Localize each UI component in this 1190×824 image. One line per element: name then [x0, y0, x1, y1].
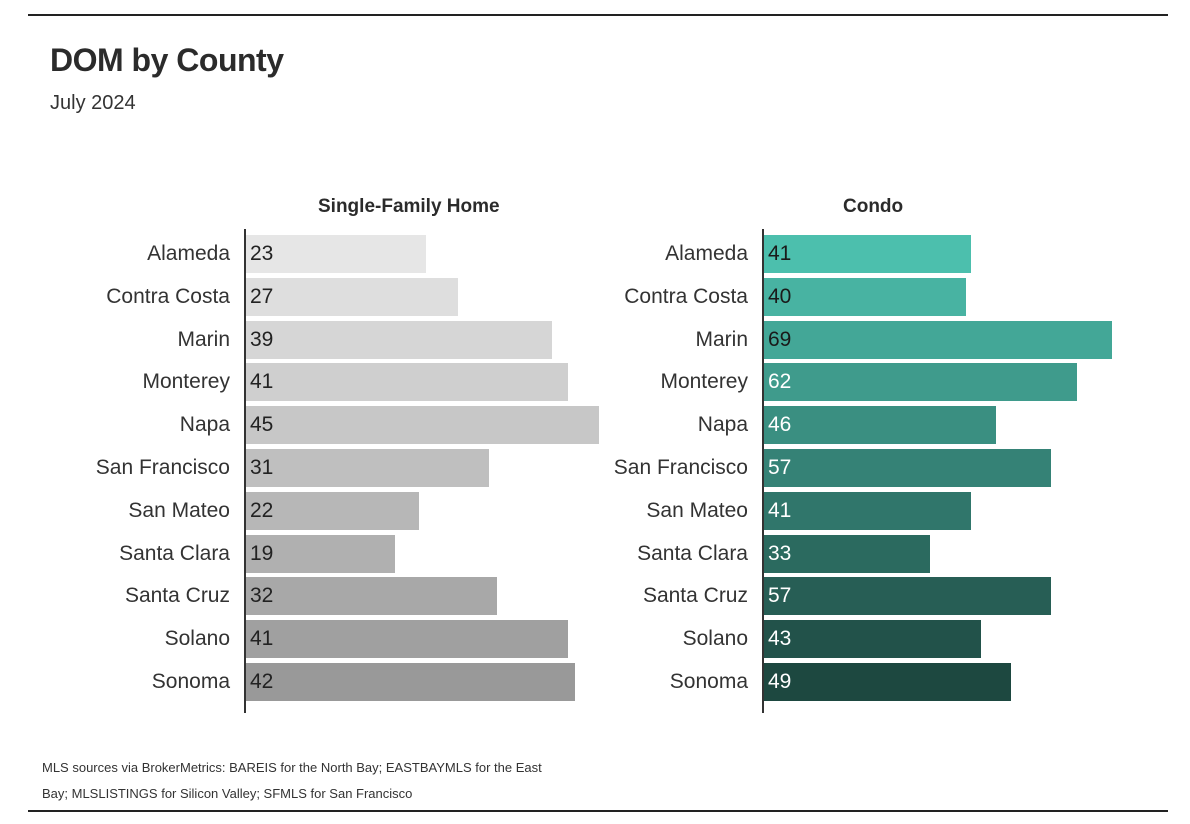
single-family-home-value-san-francisco: 31 — [250, 456, 274, 479]
condo-bar-san-mateo — [764, 491, 971, 530]
condo-bar-santa-clara — [764, 534, 931, 573]
condo-label-santa-clara: Santa Clara — [637, 541, 748, 565]
single-family-home-value-napa: 45 — [250, 413, 274, 437]
single-family-home-value-sonoma: 42 — [250, 670, 274, 693]
condo-bar-napa — [764, 406, 996, 445]
condo-label-alameda: Alameda — [665, 242, 748, 265]
chart-title: DOM by County — [50, 42, 284, 78]
single-family-home-value-marin: 39 — [250, 327, 274, 351]
single-family-home-bar-marin — [246, 320, 552, 359]
condo-bar-contra-costa — [764, 277, 966, 316]
single-family-home-value-contra-costa: 27 — [250, 284, 274, 308]
single-family-home-value-alameda: 23 — [250, 242, 274, 265]
condo-value-sonoma: 49 — [768, 670, 792, 693]
condo-label-san-francisco: San Francisco — [613, 456, 748, 479]
single-family-home-label-alameda: Alameda — [147, 242, 230, 265]
single-family-home-label-santa-cruz: Santa Cruz — [124, 584, 230, 608]
condo-value-solano: 43 — [768, 627, 792, 651]
single-family-home-value-san-mateo: 22 — [250, 498, 274, 522]
bottom-rule — [28, 810, 1168, 812]
single-family-home-bar-alameda — [246, 235, 427, 273]
single-family-home-label-san-francisco: San Francisco — [95, 456, 230, 479]
condo-value-monterey: 62 — [768, 370, 792, 394]
condo-bar-sonoma — [764, 663, 1012, 701]
single-family-home-label-solano: Solano — [164, 627, 230, 651]
single-family-home-bar-santa-cruz — [246, 577, 498, 616]
single-family-home-label-contra-costa: Contra Costa — [106, 284, 230, 308]
condo-bar-alameda — [764, 235, 971, 273]
condo-label-marin: Marin — [695, 327, 748, 351]
single-family-home-label-monterey: Monterey — [142, 370, 230, 394]
single-family-home-bar-contra-costa — [246, 277, 458, 316]
condo-bar-monterey — [764, 363, 1077, 402]
single-family-home-bar-san-mateo — [246, 491, 419, 530]
condo-value-marin: 69 — [768, 327, 792, 351]
single-family-home-label-santa-clara: Santa Clara — [119, 541, 230, 565]
condo-value-san-francisco: 57 — [768, 456, 792, 479]
chart-subtitle: July 2024 — [50, 92, 136, 114]
single-family-home-label-napa: Napa — [179, 413, 230, 437]
condo-heading: Condo — [843, 196, 904, 217]
single-family-home-bar-monterey — [246, 363, 568, 402]
single-family-home-label-sonoma: Sonoma — [151, 670, 230, 693]
source-note: MLS sources via BrokerMetrics: BAREIS fo… — [42, 760, 542, 801]
condo-value-santa-cruz: 57 — [768, 584, 792, 608]
condo-value-napa: 46 — [768, 413, 792, 437]
single-family-home-value-santa-cruz: 32 — [250, 584, 274, 608]
condo-label-monterey: Monterey — [660, 370, 748, 394]
condo-value-alameda: 41 — [768, 242, 792, 265]
single-family-home-label-san-mateo: San Mateo — [128, 498, 230, 522]
condo-value-san-mateo: 41 — [768, 498, 792, 522]
single-family-home-value-monterey: 41 — [250, 370, 274, 394]
single-family-home-value-solano: 41 — [250, 627, 274, 651]
condo-label-contra-costa: Contra Costa — [624, 284, 748, 308]
single-family-home-label-marin: Marin — [177, 327, 230, 351]
single-family-home-bar-napa — [246, 406, 599, 445]
condo-label-san-mateo: San Mateo — [646, 498, 748, 522]
single-family-home-value-santa-clara: 19 — [250, 541, 274, 565]
single-family-home-bar-san-francisco — [246, 449, 490, 487]
single-family-home-bar-sonoma — [246, 663, 576, 701]
single-family-home-bar-santa-clara — [246, 534, 396, 573]
condo-label-napa: Napa — [697, 413, 748, 437]
condo-bar-santa-cruz — [764, 577, 1052, 616]
condo-bar-san-francisco — [764, 449, 1052, 487]
condo-axis — [762, 229, 764, 713]
condo-value-contra-costa: 40 — [768, 284, 792, 308]
single-family-home-heading: Single-Family Home — [318, 196, 500, 217]
single-family-home-bar-solano — [246, 620, 568, 659]
condo-bar-solano — [764, 620, 981, 659]
condo-label-sonoma: Sonoma — [669, 670, 748, 693]
condo-bar-marin — [764, 320, 1112, 359]
condo-label-santa-cruz: Santa Cruz — [642, 584, 748, 608]
condo-value-santa-clara: 33 — [768, 541, 792, 565]
top-rule — [28, 14, 1168, 16]
condo-label-solano: Solano — [682, 627, 748, 651]
single-family-home-axis — [244, 229, 246, 713]
